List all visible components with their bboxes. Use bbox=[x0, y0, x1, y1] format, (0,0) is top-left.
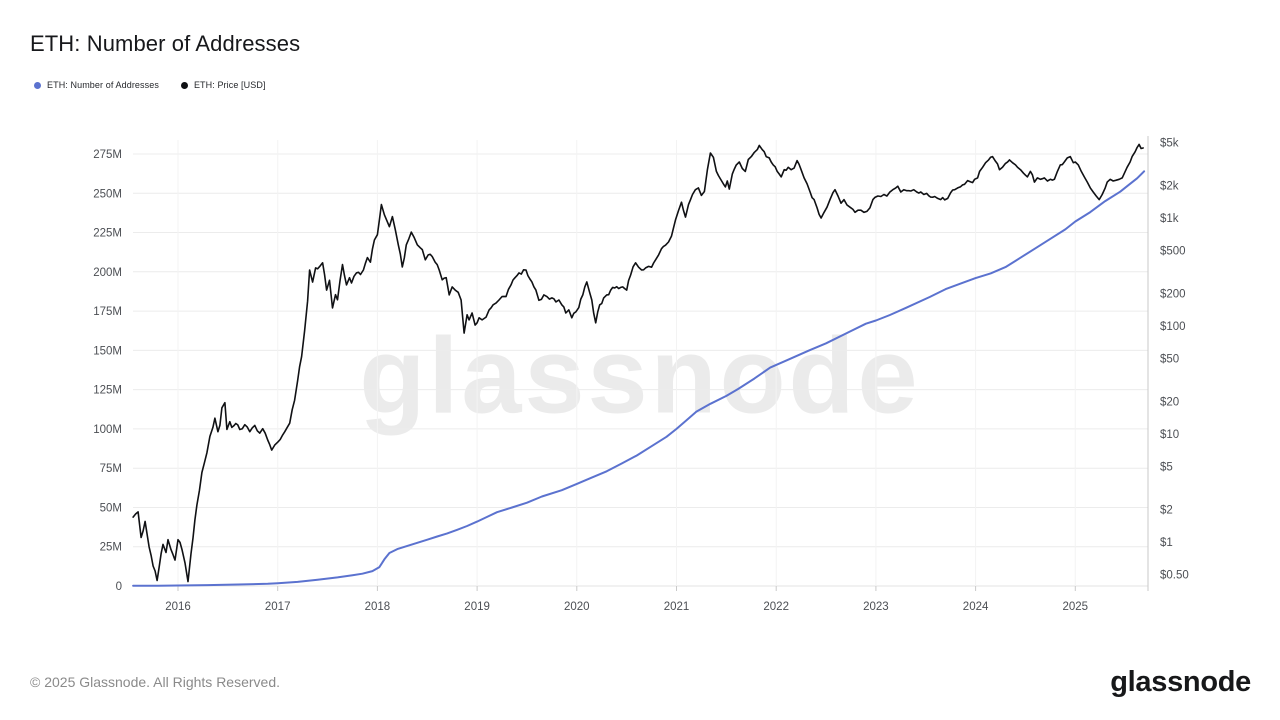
left-axis-tick-label: 125M bbox=[93, 385, 122, 397]
right-axis-tick-label: $2k bbox=[1160, 181, 1179, 193]
right-axis-tick-label: $200 bbox=[1160, 289, 1186, 301]
left-axis-tick-label: 250M bbox=[93, 188, 122, 200]
right-axis-tick-label: $100 bbox=[1160, 321, 1186, 333]
right-axis-tick-label: $1 bbox=[1160, 537, 1173, 549]
x-axis-tick-label: 2020 bbox=[564, 601, 590, 613]
left-axis-tick-label: 200M bbox=[93, 267, 122, 279]
vertical-gridlines bbox=[177, 140, 1076, 591]
glassnode-watermark: glassnode bbox=[359, 314, 921, 436]
x-axis-tick-label: 2024 bbox=[963, 601, 989, 613]
price-line[interactable] bbox=[132, 143, 1144, 583]
x-axis-labels: 2016 2017 2018 2019 2020 2021 2022 2023 2024 2025 bbox=[165, 601, 1088, 613]
x-axis-tick-label: 2019 bbox=[464, 601, 490, 613]
right-axis-tick-label: $5k bbox=[1160, 138, 1179, 150]
legend-item-price[interactable]: ETH: Price [USD] bbox=[180, 80, 266, 90]
x-axis-tick-label: 2017 bbox=[265, 601, 291, 613]
right-axis-tick-label: $0.50 bbox=[1160, 570, 1189, 582]
x-axis-tick-label: 2022 bbox=[763, 601, 789, 613]
x-axis-tick-label: 2018 bbox=[365, 601, 391, 613]
left-axis-tick-label: 25M bbox=[100, 542, 122, 554]
left-axis-tick-label: 175M bbox=[93, 306, 122, 318]
legend-label-price: ETH: Price [USD] bbox=[193, 80, 266, 90]
legend-label-addresses: ETH: Number of Addresses bbox=[47, 80, 159, 90]
right-axis-tick-label: $10 bbox=[1160, 429, 1179, 441]
x-axis-tick-label: 2025 bbox=[1063, 601, 1089, 613]
left-axis-labels: 0 25M 50M 75M 100M 125M 150M 175M 200M 225M 250M 27… bbox=[93, 149, 122, 593]
copyright-text: © 2025 Glassnode. All Rights Reserved. bbox=[30, 674, 281, 690]
right-axis-tick-label: $1k bbox=[1160, 213, 1179, 225]
left-axis-tick-label: 100M bbox=[93, 424, 122, 436]
right-axis-tick-label: $5 bbox=[1160, 462, 1173, 474]
left-axis-tick-label: 75M bbox=[100, 463, 122, 475]
right-axis-tick-label: $50 bbox=[1160, 354, 1179, 366]
legend-item-addresses[interactable]: ETH: Number of Addresses bbox=[34, 80, 159, 90]
chart-title: ETH: Number of Addresses bbox=[30, 31, 301, 56]
addresses-line[interactable] bbox=[132, 170, 1146, 587]
price-series-dot-icon bbox=[180, 81, 188, 89]
left-axis-tick-label: 0 bbox=[116, 581, 122, 593]
horizontal-gridlines bbox=[133, 153, 1148, 587]
left-axis-tick-label: 150M bbox=[93, 345, 122, 357]
left-axis-tick-label: 225M bbox=[93, 228, 122, 240]
right-axis-labels: $5k $2k $1k $500 $200 $100 $50 $20 $10 $5 $2 $1 $0.5… bbox=[1160, 138, 1189, 582]
right-axis-tick-label: $500 bbox=[1160, 246, 1186, 258]
right-axis-tick-label: $20 bbox=[1160, 397, 1179, 409]
legend: ETH: Number of Addresses ETH: Price [USD… bbox=[34, 80, 266, 90]
glassnode-logo: glassnode bbox=[1110, 666, 1251, 698]
x-axis-tick-label: 2016 bbox=[165, 601, 191, 613]
x-axis-tick-label: 2023 bbox=[863, 601, 889, 613]
x-axis-tick-label: 2021 bbox=[664, 601, 690, 613]
left-axis-tick-label: 50M bbox=[100, 503, 122, 515]
addresses-series-dot-icon bbox=[34, 81, 41, 89]
left-axis-tick-label: 275M bbox=[93, 149, 122, 161]
right-axis-tick-label: $2 bbox=[1160, 505, 1173, 517]
